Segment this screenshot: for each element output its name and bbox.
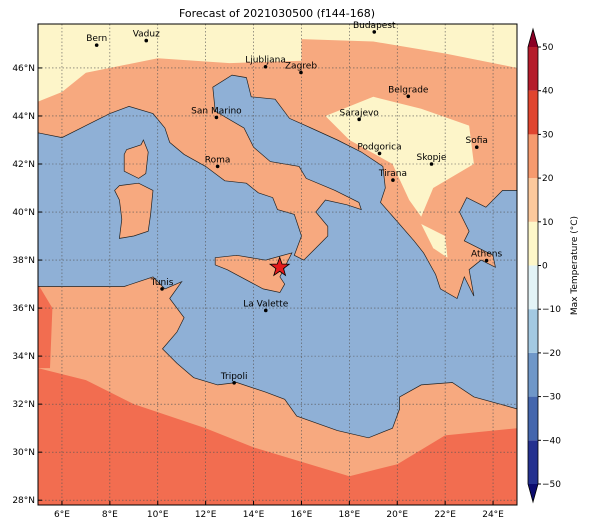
x-tick-label: 10°E (147, 510, 169, 520)
x-tick-label: 20°E (386, 510, 408, 520)
city-dot (144, 38, 149, 43)
y-tick-label: 42°N (12, 160, 35, 170)
colorbar-label: Max Temperature (°C) (570, 216, 580, 315)
colorbar-swatch (528, 265, 538, 310)
colorbar-swatch (528, 440, 538, 484)
city-label: Zagreb (285, 62, 317, 72)
city-label: Sofia (466, 136, 488, 146)
land (124, 140, 149, 179)
location-marker (268, 256, 291, 277)
city-label: Ljubljana (245, 56, 286, 66)
cool-region (325, 96, 474, 217)
city-dot (94, 43, 99, 47)
city-label: Tunis (150, 278, 174, 288)
coastline (123, 139, 149, 179)
city-label: San Marino (191, 106, 242, 116)
city-label: Belgrade (388, 85, 429, 95)
coastline (214, 252, 293, 293)
city-dot (263, 64, 268, 69)
city-label: Skopje (417, 153, 447, 163)
city-label: Vaduz (133, 30, 160, 40)
land (38, 24, 517, 299)
y-tick-label: 30°N (12, 448, 35, 458)
city-dot (474, 145, 479, 149)
city-dot (160, 287, 164, 291)
colorbar-swatch (528, 352, 538, 397)
city-label: Bern (86, 34, 107, 44)
colorbar-swatch (528, 47, 538, 91)
x-tick-label: 18°E (339, 510, 361, 520)
x-tick-label: 16°E (291, 510, 313, 520)
coastline (114, 182, 154, 239)
cool-region (301, 24, 517, 68)
temperature-fill (38, 24, 517, 505)
city-dot (215, 164, 220, 169)
city-dot (406, 94, 411, 99)
colorbar-tick-label: −10 (542, 305, 561, 315)
city-dot (214, 115, 219, 120)
colorbar-extend-high (528, 29, 538, 47)
cool-region (38, 24, 302, 102)
city-dot (429, 162, 434, 166)
map-frame (37, 23, 518, 506)
colorbar-extend-low (528, 484, 538, 502)
y-tick-label: 46°N (12, 64, 35, 74)
x-tick-label: 14°E (243, 510, 265, 520)
colorbar-tick-label: 30 (542, 130, 554, 140)
colorbar-tick-label: −50 (542, 480, 561, 490)
x-tick-label: 8°E (102, 510, 118, 520)
colorbar-swatch (528, 90, 538, 135)
y-tick-label: 32°N (12, 400, 35, 410)
city-label: Podgorica (357, 142, 401, 152)
y-tick-label: 40°N (12, 208, 35, 218)
city-label: Roma (205, 155, 231, 165)
city-dot (357, 117, 361, 122)
colorbar-swatch (528, 396, 538, 441)
land (114, 183, 153, 239)
city-label: Tirana (378, 169, 407, 179)
map-title: Forecast of 2021030500 (f144-168) (179, 7, 375, 20)
hot-region (38, 368, 517, 505)
city-dot (484, 258, 489, 263)
colorbar-tick-label: −40 (542, 436, 561, 446)
y-tick-label: 28°N (12, 496, 35, 506)
colorbar-tick-label: 20 (542, 174, 554, 184)
colorbar-swatch (528, 309, 538, 353)
city-label: La Valette (243, 299, 288, 309)
colorbar-tick-label: 40 (542, 87, 554, 97)
colorbar-tick-label: 10 (542, 218, 554, 228)
city-label: Sarajevo (340, 108, 380, 118)
city-dot (391, 178, 395, 182)
y-tick-label: 44°N (12, 112, 35, 122)
colorbar-swatch (528, 178, 538, 222)
y-tick-label: 38°N (12, 256, 35, 266)
coastline (37, 276, 518, 506)
colorbar-swatch (528, 134, 538, 179)
city-dot (299, 70, 303, 75)
city-label: Tripoli (220, 372, 248, 382)
city-label: Athens (471, 250, 502, 260)
x-tick-label: 24°E (482, 510, 504, 520)
colorbar-swatch (528, 221, 538, 266)
y-tick-label: 34°N (12, 352, 35, 362)
city-dot (263, 308, 268, 313)
colorbar-tick-label: −20 (542, 349, 561, 359)
colorbar-tick-label: −30 (542, 393, 561, 403)
x-tick-label: 22°E (434, 510, 456, 520)
cool-region (421, 224, 448, 258)
y-tick-label: 36°N (12, 304, 35, 314)
x-tick-label: 6°E (54, 510, 70, 520)
city-dot (372, 30, 377, 34)
x-tick-label: 12°E (195, 510, 217, 520)
city-label: Budapest (353, 21, 396, 31)
colorbar-tick-label: 50 (542, 43, 554, 53)
city-dot (232, 380, 236, 385)
hot-region (38, 284, 53, 369)
city-dot (377, 151, 382, 156)
colorbar-tick-label: 0 (542, 262, 548, 272)
